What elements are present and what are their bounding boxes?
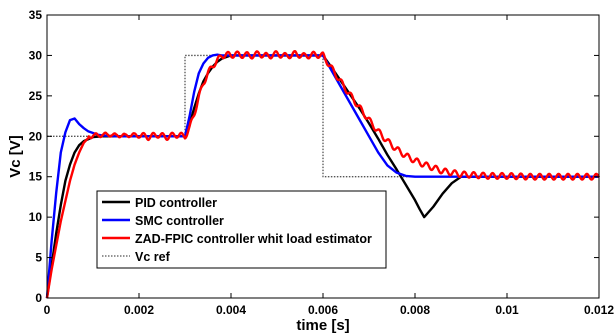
x-tick-label: 0 xyxy=(44,303,51,317)
legend-box xyxy=(96,190,387,269)
y-tick-label: 0 xyxy=(35,291,42,305)
x-tick-label: 0.01 xyxy=(495,303,519,317)
x-tick-label: 0.006 xyxy=(308,303,338,317)
series-line-2 xyxy=(45,49,601,299)
tick-layer: 0 0.002 0.004 0.006 0.008 0.01 0.012 0 5 10 15 20 25… xyxy=(29,8,615,317)
series-line-1 xyxy=(45,53,599,299)
x-axis-label: time [s] xyxy=(296,317,349,333)
legend-label: PID controller xyxy=(135,196,217,210)
legend-label: SMC controller xyxy=(135,214,224,228)
y-tick-label: 35 xyxy=(29,8,43,22)
series-layer xyxy=(45,49,601,299)
y-tick-label: 15 xyxy=(29,170,43,184)
legend-label: Vc ref xyxy=(135,250,171,264)
x-tick-label: 0.012 xyxy=(584,303,614,317)
x-tick-label: 0.004 xyxy=(216,303,246,317)
y-tick-label: 20 xyxy=(29,129,43,143)
y-axis-label: Vc [V] xyxy=(7,135,24,178)
legend-label: ZAD-FPIC controller whit load estimator xyxy=(135,232,372,246)
y-tick-label: 5 xyxy=(35,251,42,265)
legend: PID controller SMC controller ZAD-FPIC con… xyxy=(96,190,387,269)
y-tick-label: 25 xyxy=(29,89,43,103)
x-tick-label: 0.002 xyxy=(124,303,154,317)
x-tick-label: 0.008 xyxy=(400,303,430,317)
y-tick-label: 30 xyxy=(29,48,43,62)
y-tick-label: 10 xyxy=(29,210,43,224)
